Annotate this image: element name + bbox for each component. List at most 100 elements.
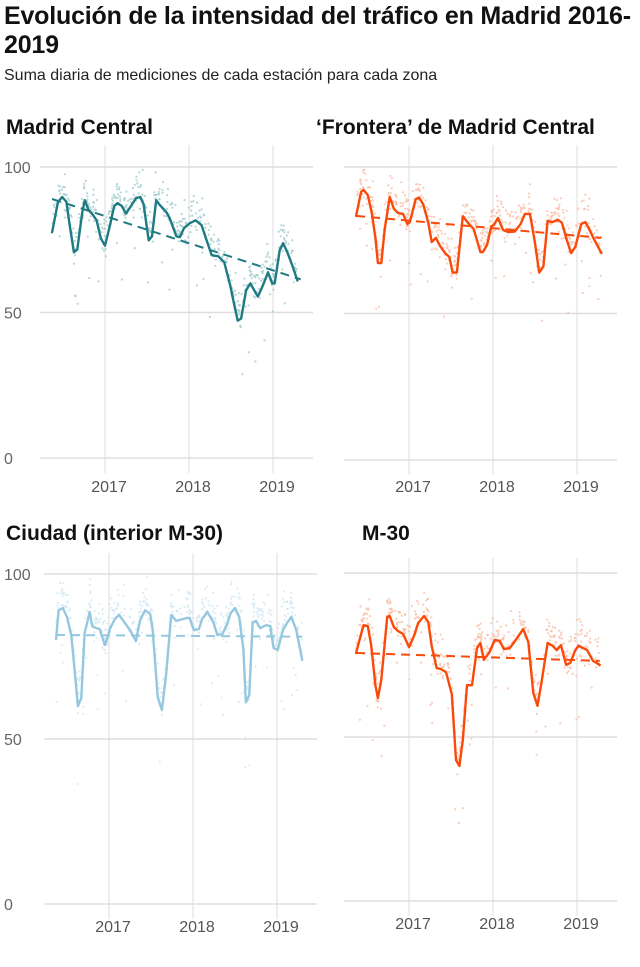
scatter-point [575,618,578,621]
scatter-point [490,259,493,262]
scatter-point [366,622,370,625]
scatter-point [565,672,569,675]
scatter-point [81,197,84,201]
scatter-point [225,606,228,609]
scatter-point [431,721,434,725]
scatter-point [179,220,182,223]
scatter-point [272,288,275,291]
scatter-point [116,183,119,186]
scatter-point [579,654,582,657]
scatter-point [537,248,541,251]
scatter-point [365,179,368,182]
scatter-point [266,666,269,669]
scatter-point [95,622,98,625]
scatter-point [486,232,489,235]
scatter-point [105,220,108,223]
scatter-point [427,610,430,613]
scatter-point [390,630,393,634]
scatter-point [470,297,473,300]
scatter-point [416,600,419,603]
scatter-point [293,262,297,265]
scatter-point [384,208,387,211]
scatter-point [119,611,123,614]
scatter-point [103,619,106,622]
scatter-point [567,670,570,673]
scatter-point [425,607,428,610]
scatter-point [431,230,434,233]
scatter-point [584,645,587,648]
scatter-point [527,629,530,632]
scatter-point [72,227,75,230]
scatter-point [139,184,142,187]
scatter-point [371,180,374,183]
scatter-point [103,218,106,221]
scatter-point [205,585,208,588]
scatter-point [287,242,290,245]
scatter-point [546,672,550,675]
panel-2: 2017 2018 2019 0 50 100 [4,553,317,936]
scatter-point [450,275,453,278]
scatter-point [505,624,508,627]
scatter-point [467,216,470,219]
scatter-point [61,661,65,664]
scatter-point [111,197,114,200]
scatter-point [59,591,63,594]
scatter-point [446,245,449,248]
scatter-point [179,607,182,610]
scatter-point [509,221,512,224]
scatter-point [236,308,239,312]
scatter-point [477,623,480,627]
scatter-point [561,642,565,646]
scatter-point [150,221,153,224]
scatter-point [437,656,440,660]
scatter-point [78,670,81,673]
scatter-point [113,609,116,612]
scatter-point [133,620,136,623]
scatter-point [234,289,237,292]
scatter-point [470,215,473,218]
scatter-point [506,234,509,237]
scatter-point [546,618,549,621]
scatter-point [237,292,240,295]
scatter-point [139,600,142,603]
scatter-point [597,637,600,640]
scatter-point [281,623,285,626]
scatter-point [528,207,531,210]
scatter-point [578,715,581,718]
scatter-point [437,236,440,239]
scatter-point [570,243,573,246]
scatter-point [508,222,511,226]
scatter-point [466,719,469,722]
scatter-point [379,707,382,711]
scatter-point [407,199,410,202]
scatter-point [260,266,263,269]
scatter-point [578,618,581,621]
scatter-point [161,189,164,192]
scatter-point [501,221,504,224]
scatter-point [575,225,578,228]
scatter-point [284,241,287,245]
scatter-point [496,620,499,623]
scatter-point [399,642,403,646]
scatter-point [289,591,293,595]
scatter-point [479,231,482,234]
scatter-point [271,310,274,313]
scatter-point [185,597,188,600]
scatter-point [256,274,259,277]
scatter-point [220,630,223,633]
scatter-point [447,237,450,240]
scatter-point [132,209,135,212]
scatter-point [83,185,86,188]
scatter-point [369,196,372,199]
scatter-point [470,208,473,211]
scatter-point [557,212,560,215]
scatter-point [230,581,233,584]
scatter-point [261,610,264,613]
scatter-point [231,603,234,607]
scatter-point [518,618,521,621]
scatter-point [281,597,284,600]
scatter-point [489,215,492,218]
scatter-point [448,670,451,674]
scatter-point [254,665,257,668]
scatter-point [451,687,454,690]
